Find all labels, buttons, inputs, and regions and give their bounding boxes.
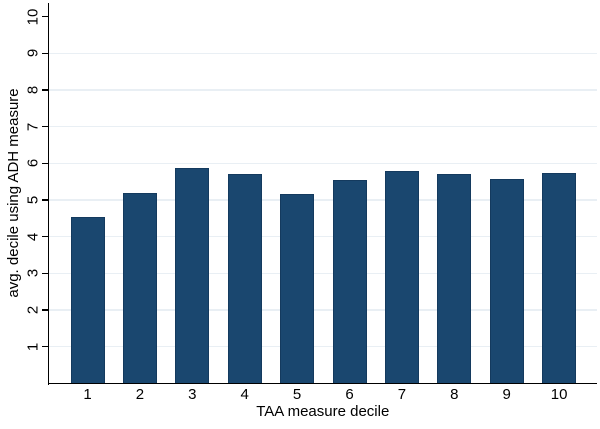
x-tick-label-10: 10 xyxy=(550,386,568,403)
bar-decile-4 xyxy=(227,173,262,384)
y-tick-8 xyxy=(42,89,49,91)
gridline-y9 xyxy=(48,52,597,55)
y-tick-label-9: 9 xyxy=(24,49,42,58)
y-tick-6 xyxy=(42,162,49,165)
bar-decile-6 xyxy=(332,180,367,384)
x-tick-label-1: 1 xyxy=(83,386,92,403)
y-axis-title: avg. decile using ADH measure xyxy=(5,88,22,298)
gridline-y7 xyxy=(48,125,597,128)
bar-decile-9 xyxy=(489,179,524,384)
y-tick-label-1: 1 xyxy=(24,342,42,351)
bar-decile-2 xyxy=(122,193,157,384)
y-tick-4 xyxy=(42,235,49,238)
y-tick-label-7: 7 xyxy=(24,122,42,131)
gridline-y6 xyxy=(48,162,597,165)
x-tick-label-4: 4 xyxy=(240,386,249,403)
y-tick-label-5: 5 xyxy=(24,195,42,205)
x-tick-label-5: 5 xyxy=(292,386,302,403)
bar-decile-7 xyxy=(384,170,419,384)
x-axis-title: TAA measure decile xyxy=(256,403,390,420)
gridline-y1 xyxy=(48,345,597,348)
y-tick-label-6: 6 xyxy=(24,159,42,168)
bar-decile-8 xyxy=(437,174,472,384)
y-tick-7 xyxy=(42,125,49,128)
gridline-y3 xyxy=(48,272,597,275)
y-tick-10 xyxy=(42,15,49,18)
y-tick-label-2: 2 xyxy=(24,305,42,315)
y-tick-9 xyxy=(42,52,49,55)
x-tick-label-8: 8 xyxy=(450,386,459,403)
y-tick-2 xyxy=(42,309,49,311)
bar-decile-10 xyxy=(542,172,577,384)
y-axis-line xyxy=(47,3,50,385)
x-axis-line xyxy=(47,382,597,385)
y-tick-label-3: 3 xyxy=(24,269,42,278)
x-tick-label-6: 6 xyxy=(345,386,354,403)
y-tick-label-4: 4 xyxy=(24,232,42,241)
gridline-y4 xyxy=(48,235,597,238)
bar-decile-5 xyxy=(280,194,315,384)
bar-decile-3 xyxy=(175,167,210,384)
y-tick-3 xyxy=(42,272,49,275)
y-tick-label-10: 10 xyxy=(24,8,42,25)
gridline-y2 xyxy=(48,309,597,311)
bar-decile-1 xyxy=(70,217,105,384)
y-tick-1 xyxy=(42,345,49,348)
y-tick-label-8: 8 xyxy=(24,85,42,95)
x-tick-label-3: 3 xyxy=(188,386,197,403)
x-tick-label-2: 2 xyxy=(135,386,145,403)
gridline-y8 xyxy=(48,89,597,91)
gridline-y5 xyxy=(48,199,597,201)
x-tick-label-9: 9 xyxy=(502,386,511,403)
y-tick-5 xyxy=(42,199,49,201)
x-tick-label-7: 7 xyxy=(397,386,407,403)
